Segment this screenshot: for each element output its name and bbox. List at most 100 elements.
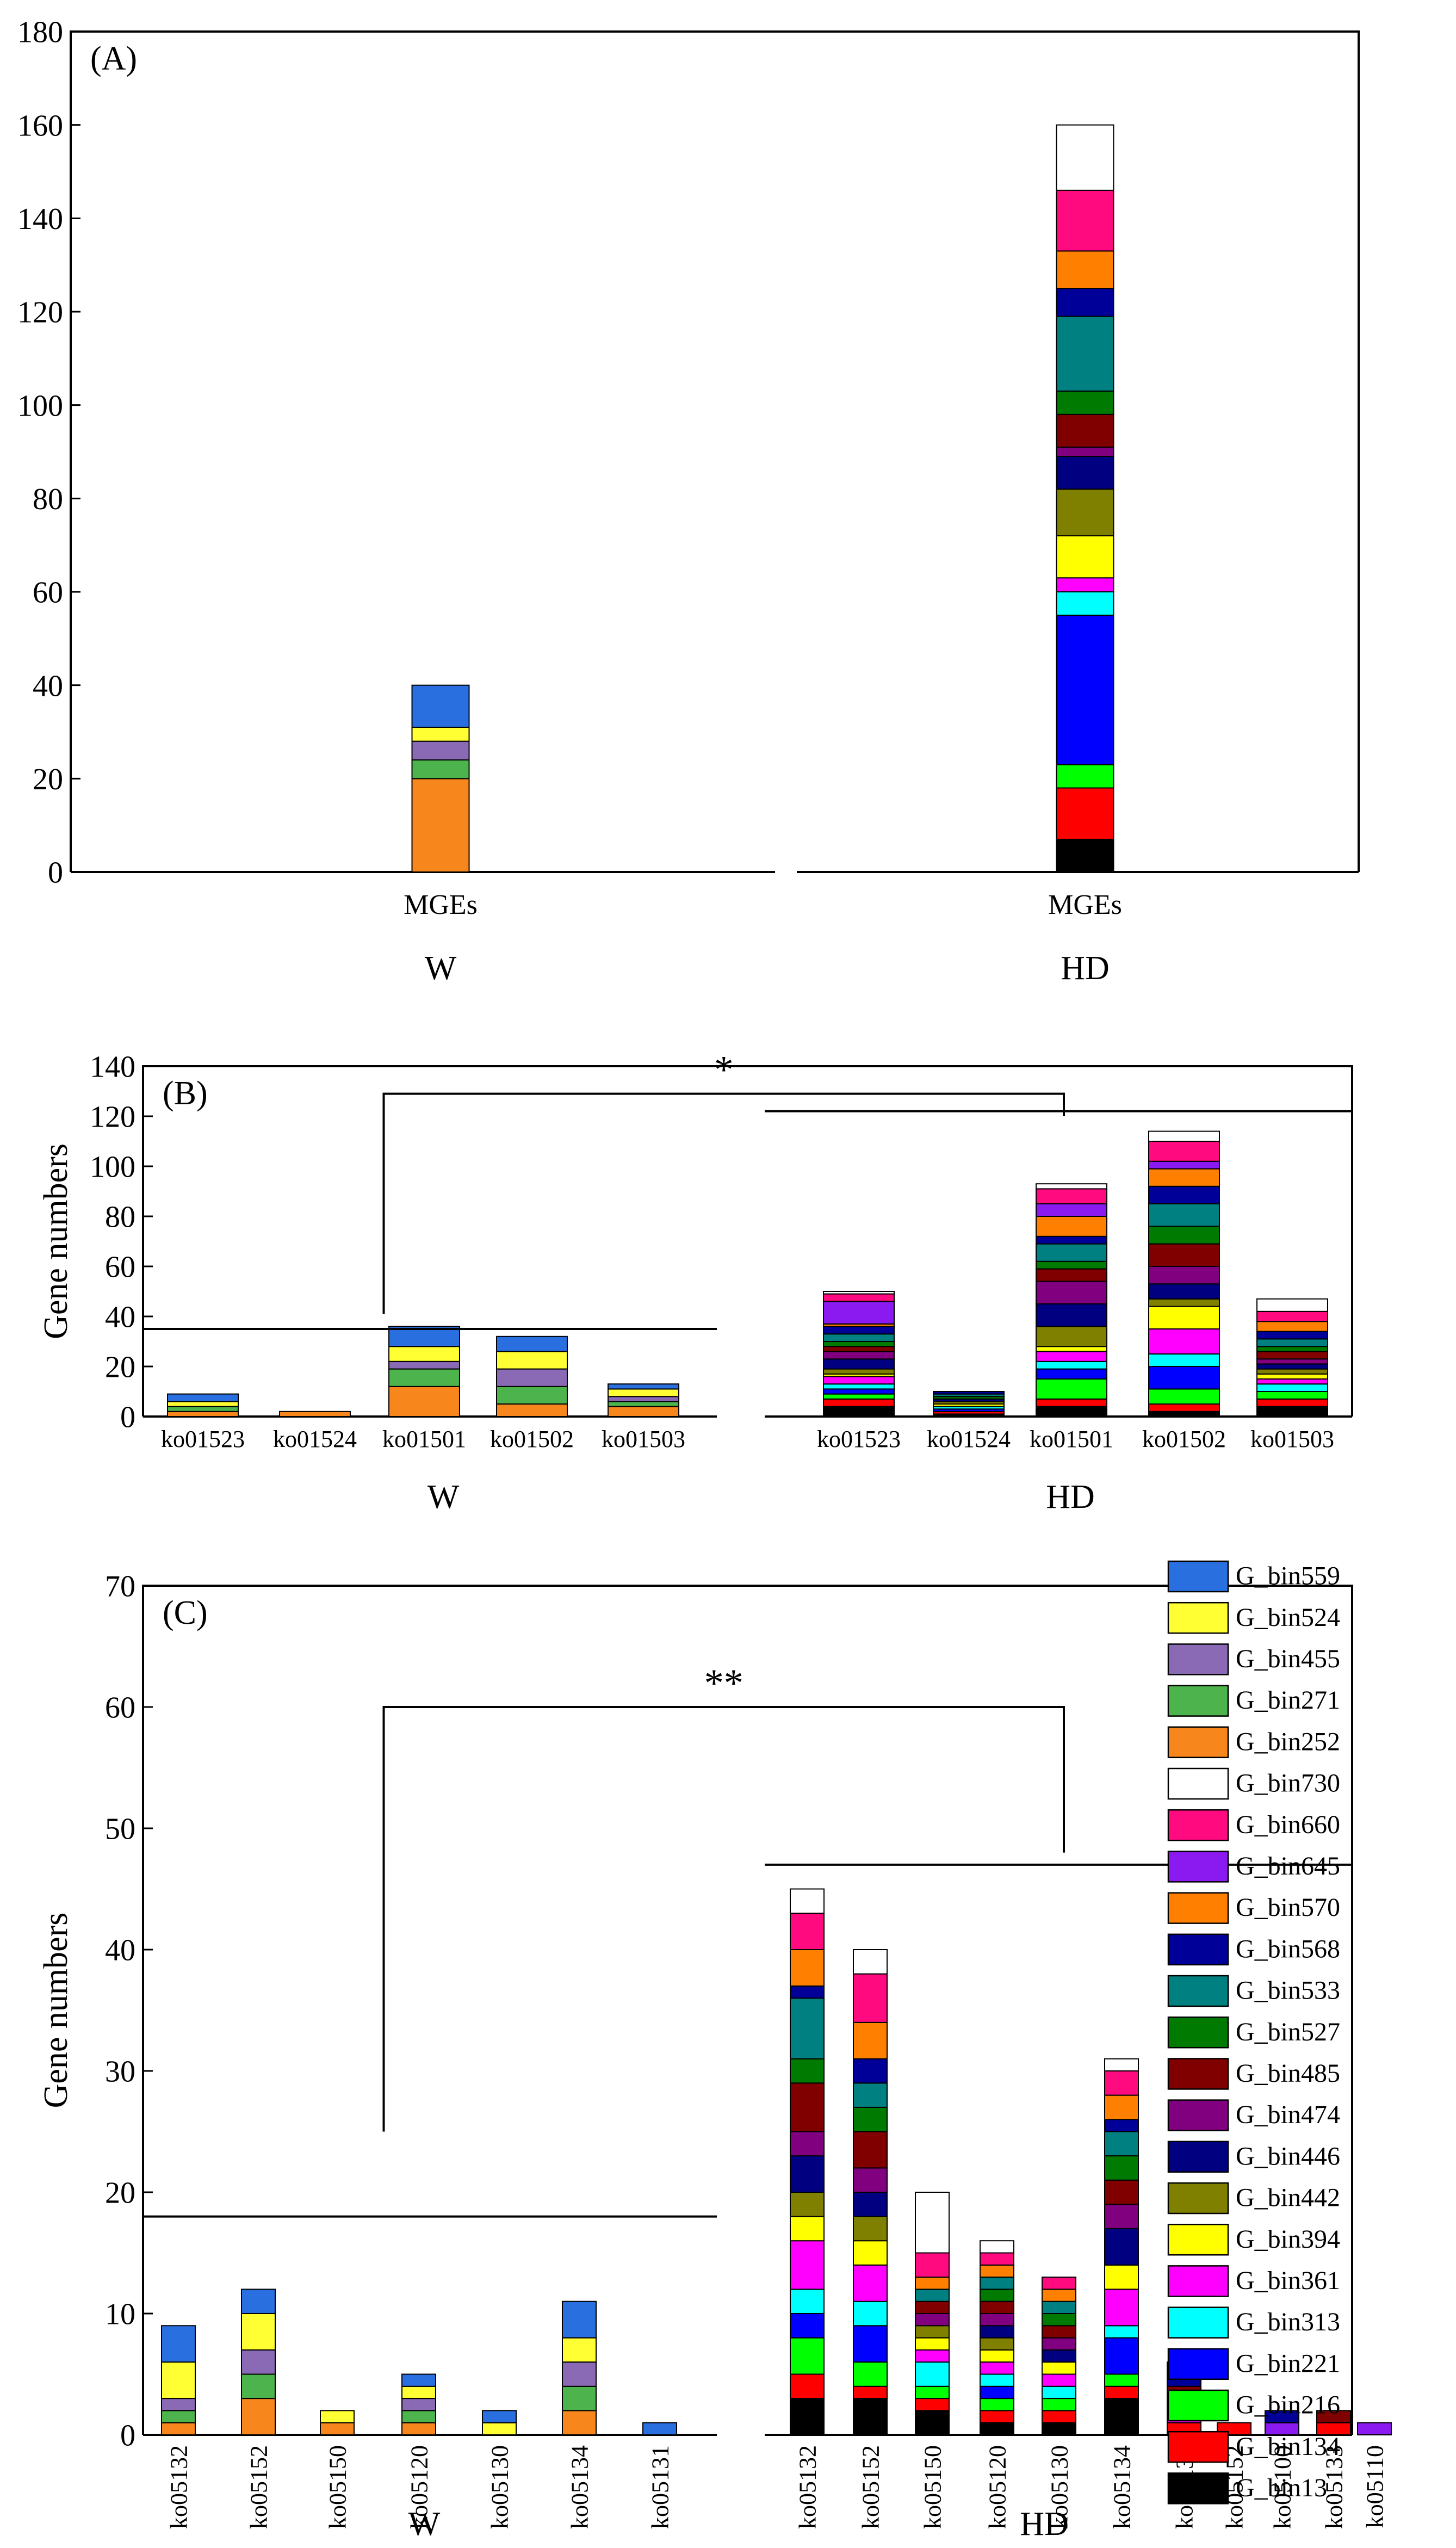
legend-item-G_bin474: G_bin474 <box>1167 2099 1340 2131</box>
legend-swatch <box>1167 2058 1229 2090</box>
category-label: MGEs <box>1048 889 1122 920</box>
legend-item-G_bin221: G_bin221 <box>1167 2348 1340 2380</box>
legend-item-G_bin455: G_bin455 <box>1167 1643 1340 1675</box>
legend-swatch <box>1167 2472 1229 2504</box>
bar-segment-G_bin313 <box>790 2289 825 2314</box>
legend-swatch <box>1167 2099 1229 2131</box>
category-label: ko01503 <box>1250 1426 1334 1452</box>
bar-segment-G_bin524 <box>161 2361 196 2399</box>
bar-segment-G_bin442 <box>1036 1326 1107 1347</box>
legend-label: G_bin394 <box>1236 2225 1340 2254</box>
bar-segment-G_bin446 <box>1056 456 1114 490</box>
legend-swatch <box>1167 2182 1229 2215</box>
bar-W-ko01501 <box>388 1326 460 1418</box>
bar-segment-G_bin221 <box>790 2313 825 2339</box>
bar-segment-G_bin559 <box>161 2325 196 2363</box>
bar-segment-G_bin394 <box>853 2240 888 2266</box>
bar-segment-G_bin568 <box>1256 1331 1328 1340</box>
legend-item-G_bin485: G_bin485 <box>1167 2058 1340 2090</box>
bar-segment-G_bin485 <box>790 2082 825 2132</box>
bar-segment-G_bin474 <box>980 2313 1014 2327</box>
bar-segment-G_bin271 <box>161 2410 196 2423</box>
bar-segment-G_bin252 <box>496 1403 568 1417</box>
bar-segment-G_bin313 <box>915 2361 950 2387</box>
bar-segment-G_bin660 <box>1148 1141 1220 1162</box>
bar-W-ko01503 <box>608 1383 679 1418</box>
legend-item-G_bin570: G_bin570 <box>1167 1892 1340 1924</box>
bar-segment-G_bin660 <box>853 1973 888 2023</box>
category-label: ko05110 <box>1361 2445 1388 2528</box>
bar-segment-G_bin559 <box>608 1383 679 1390</box>
bar-segment-G_bin660 <box>1036 1188 1107 1204</box>
bar-segment-G_bin446 <box>1042 2349 1076 2363</box>
bar-segment-G_bin568 <box>1148 1185 1220 1205</box>
bar-segment-G_bin134 <box>1148 1403 1220 1412</box>
bar-segment-G_bin485 <box>823 1346 895 1352</box>
y-tick-label: 120 <box>90 1100 135 1134</box>
bar-segment-G_bin394 <box>1056 535 1114 579</box>
bar-segment-G_bin252 <box>279 1411 351 1418</box>
bar-HD-ko01502 <box>1148 1130 1220 1418</box>
bar-segment-G_bin559 <box>167 1393 239 1402</box>
bar-segment-G_bin730 <box>915 2192 950 2254</box>
bar-segment-G_bin446 <box>790 2155 825 2193</box>
bar-segment-G_bin524 <box>411 726 470 742</box>
bar-segment-G_bin485 <box>1148 1243 1220 1267</box>
category-label: ko01523 <box>161 1426 245 1452</box>
legend-item-G_bin361: G_bin361 <box>1167 2265 1340 2297</box>
bar-segment-G_bin455 <box>496 1368 568 1387</box>
bar-segment-G_bin568 <box>823 1326 895 1335</box>
bar-segment-G_bin13 <box>853 2398 888 2436</box>
bar-segment-G_bin361 <box>915 2349 950 2363</box>
bar-segment-G_bin485 <box>1316 2410 1351 2423</box>
bar-segment-G_bin455 <box>608 1396 679 1402</box>
legend-item-G_bin730: G_bin730 <box>1167 1767 1340 1800</box>
bar-segment-G_bin446 <box>1148 1283 1220 1300</box>
bar-W-ko05134 <box>562 2300 597 2435</box>
bar-segment-G_bin252 <box>241 2398 276 2436</box>
bar-segment-G_bin313 <box>853 2300 888 2327</box>
bar-segment-G_bin524 <box>562 2337 597 2363</box>
category-label: ko05134 <box>566 2445 593 2529</box>
y-tick-label: 30 <box>105 2055 135 2089</box>
bar-segment-G_bin559 <box>401 2373 436 2387</box>
bar-segment-G_bin361 <box>823 1376 895 1385</box>
bar-segment-G_bin442 <box>790 2192 825 2217</box>
bar-segment-G_bin568 <box>1265 2410 1299 2423</box>
bar-segment-G_bin474 <box>915 2313 950 2327</box>
bar-segment-G_bin13 <box>1036 1406 1107 1418</box>
bar-segment-G_bin216 <box>1256 1391 1328 1400</box>
bar-segment-G_bin559 <box>642 2422 677 2436</box>
bar-segment-G_bin524 <box>320 2410 355 2423</box>
legend-label: G_bin570 <box>1236 1893 1340 1922</box>
category-label: ko01501 <box>1030 1426 1113 1452</box>
bar-segment-G_bin455 <box>562 2361 597 2387</box>
bar-segment-G_bin559 <box>411 684 470 728</box>
bar-segment-G_bin485 <box>915 2300 950 2315</box>
bar-segment-G_bin446 <box>853 2192 888 2217</box>
legend-swatch <box>1167 2223 1229 2256</box>
bar-segment-G_bin442 <box>853 2216 888 2242</box>
category-label: ko05132 <box>165 2445 192 2529</box>
bar-segment-G_bin271 <box>608 1401 679 1407</box>
legend-swatch <box>1167 1643 1229 1675</box>
bar-segment-G_bin730 <box>1148 1130 1220 1142</box>
bar-segment-G_bin394 <box>1104 2264 1139 2290</box>
legend-item-G_bin271: G_bin271 <box>1167 1685 1340 1717</box>
bar-segment-G_bin485 <box>1256 1351 1328 1360</box>
legend-swatch <box>1167 2016 1229 2049</box>
bar-segment-G_bin527 <box>1256 1346 1328 1352</box>
y-tick-label: 60 <box>33 576 63 610</box>
bar-segment-G_bin13 <box>1056 838 1114 873</box>
y-tick-label: 20 <box>105 2176 135 2210</box>
bar-segment-G_bin442 <box>1148 1298 1220 1307</box>
bar-segment-G_bin394 <box>915 2337 950 2351</box>
bar-segment-G_bin221 <box>853 2325 888 2363</box>
bar-segment-G_bin313 <box>980 2373 1014 2387</box>
legend-item-G_bin442: G_bin442 <box>1167 2182 1340 2215</box>
legend-swatch <box>1167 2348 1229 2380</box>
bar-segment-G_bin533 <box>1056 316 1114 392</box>
category-label: ko01523 <box>817 1426 901 1452</box>
y-tick-label: 20 <box>33 763 63 796</box>
